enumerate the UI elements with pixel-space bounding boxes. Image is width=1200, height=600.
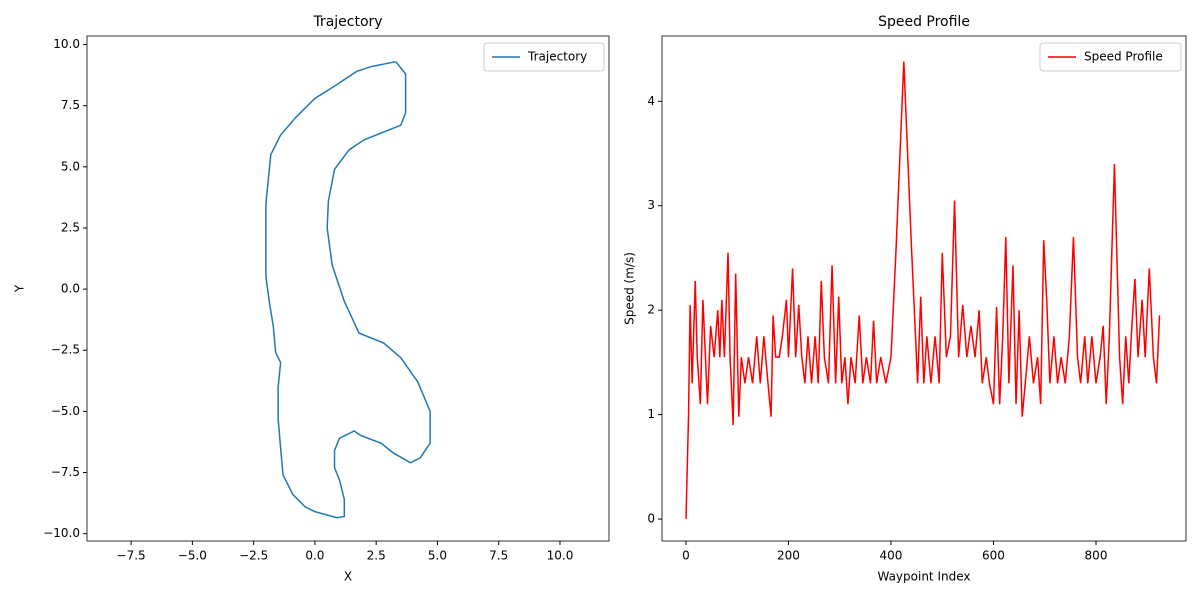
x-axis-label: X [344,570,352,584]
y-tick-label: −2.5 [51,343,80,357]
axes-frame [86,35,610,542]
chart-title: Speed Profile [878,14,970,30]
y-tick-label: −10.0 [43,526,80,540]
axes-frame [661,35,1187,542]
y-axis-label: Y [13,284,27,293]
x-tick-label: 600 [982,549,1005,563]
y-tick-label: 5.0 [61,159,80,173]
y-axis-label: Speed (m/s) [623,252,637,325]
x-tick-label: 10.0 [547,549,574,563]
x-tick-label: 0 [682,549,690,563]
legend-label: Trajectory [527,50,587,64]
x-tick-label: 400 [880,549,903,563]
y-tick-label: −7.5 [51,465,80,479]
y-tick-label: 7.5 [61,98,80,112]
x-tick-label: −2.5 [239,549,268,563]
y-tick-label: 0.0 [61,282,80,296]
x-tick-label: 0.0 [305,549,324,563]
chart-title: Trajectory [312,14,382,30]
y-tick-label: 2.5 [61,220,80,234]
y-tick-label: 3 [647,198,655,212]
y-tick-label: −5.0 [51,404,80,418]
x-axis-label: Waypoint Index [877,570,970,584]
legend-label: Speed Profile [1084,50,1163,64]
legend-box [483,42,605,72]
y-tick-label: 2 [647,303,655,317]
x-tick-label: 2.5 [367,549,386,563]
x-tick-label: −7.5 [117,549,146,563]
x-tick-label: −5.0 [178,549,207,563]
y-tick-label: 4 [647,94,655,108]
y-tick-label: 0 [647,512,655,526]
data-line [265,60,431,519]
y-tick-label: 1 [647,407,655,421]
x-tick-label: 5.0 [428,549,447,563]
data-line [685,61,1161,520]
legend-box [1039,42,1182,72]
x-tick-label: 7.5 [489,549,508,563]
x-tick-label: 800 [1085,549,1108,563]
y-tick-label: 10.0 [53,37,80,51]
x-tick-label: 200 [777,549,800,563]
